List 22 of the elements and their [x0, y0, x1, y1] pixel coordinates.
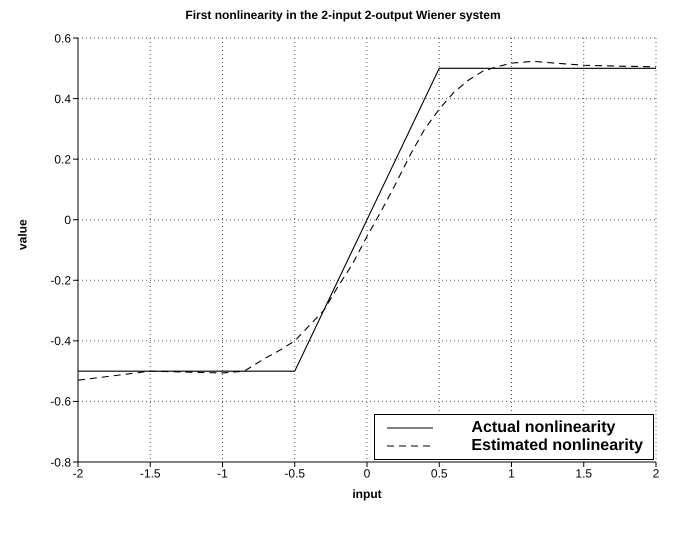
y-axis-title: value	[15, 218, 30, 250]
x-tick-label: 0	[364, 466, 371, 481]
y-tick-label: 0	[64, 212, 72, 227]
x-axis-title: input	[352, 487, 382, 501]
legend-label: Estimated nonlinearity	[471, 437, 643, 455]
x-tick-label: 1.5	[575, 466, 592, 481]
x-tick-label: -0.5	[284, 466, 306, 481]
y-tick-label: 0.2	[54, 152, 72, 166]
x-tick-label: 1	[508, 466, 516, 481]
y-tick-label: -0.8	[50, 455, 72, 470]
y-tick-label: 0.6	[54, 31, 72, 46]
y-tick-label: -0.4	[50, 334, 72, 348]
x-tick-label: -1.5	[140, 466, 161, 481]
y-tick-label: -0.2	[50, 274, 72, 288]
chart-title: First nonlinearity in the 2-input 2-output Wiener system	[184, 8, 502, 22]
x-tick-label: 2	[652, 466, 660, 481]
y-tick-label: -0.6	[50, 394, 72, 409]
legend-label: Actual nonlinearity	[471, 419, 616, 437]
x-tick-label: 0.5	[430, 466, 448, 481]
x-tick-label: -1	[217, 466, 228, 481]
x-tick-label: -2	[72, 466, 84, 481]
y-tick-label: 0.4	[54, 92, 72, 106]
